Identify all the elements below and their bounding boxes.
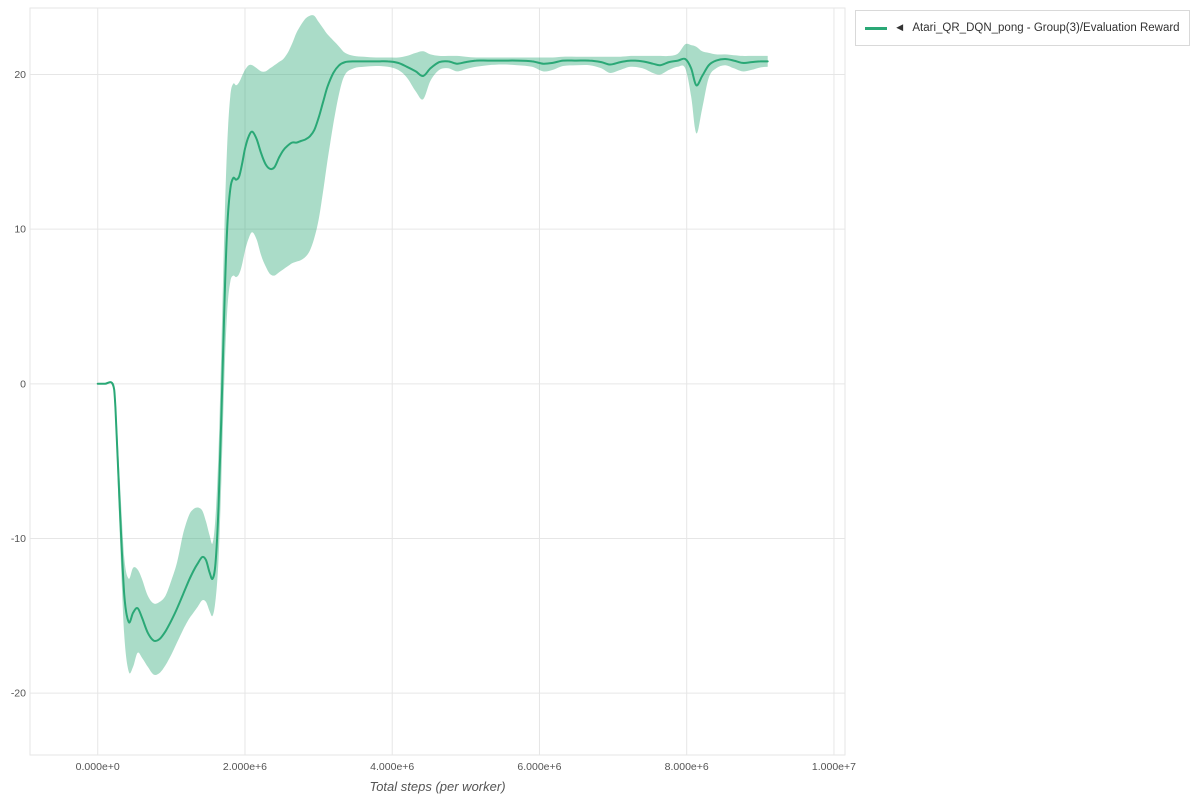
x-tick-label: 8.000e+6: [665, 761, 709, 773]
y-tick-label: 10: [14, 224, 26, 236]
legend-line-swatch: [865, 26, 887, 30]
x-tick-label: 1.000e+7: [812, 761, 856, 773]
y-tick-label: -10: [11, 533, 26, 545]
plot-border: [29, 7, 846, 756]
x-tick-label: 0.000e+0: [76, 761, 120, 773]
y-tick-label: 20: [14, 69, 26, 81]
legend-triangle-marker: ◄: [894, 22, 906, 34]
confidence-band: [97, 15, 768, 676]
legend-label: Atari_QR_DQN_pong - Group(3)/Evaluation …: [912, 22, 1180, 34]
legend-item[interactable]: ◄ Atari_QR_DQN_pong - Group(3)/Evaluatio…: [855, 10, 1190, 46]
x-tick-label: 6.000e+6: [517, 761, 561, 773]
y-tick-label: -20: [11, 688, 26, 700]
x-tick-label: 2.000e+6: [223, 761, 267, 773]
x-axis-title: Total steps (per worker): [369, 779, 506, 794]
mean-line[interactable]: [96, 57, 769, 642]
x-tick-label: 4.000e+6: [370, 761, 414, 773]
y-tick-label: 0: [20, 378, 26, 390]
